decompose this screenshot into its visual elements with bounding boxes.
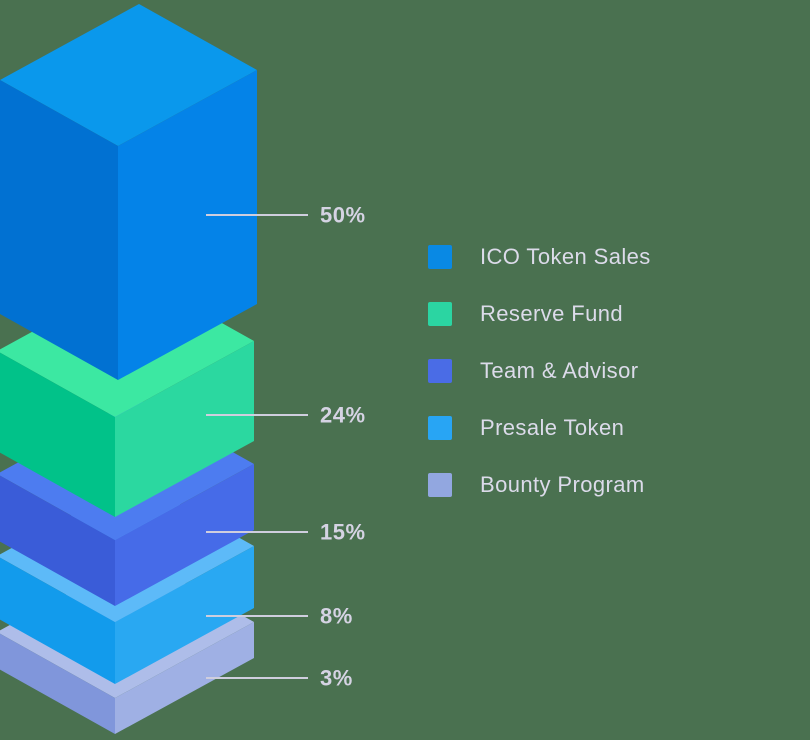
legend-item-reserve-fund: Reserve Fund [428,301,651,326]
block-presale-token-left-face [0,557,115,684]
legend-label: Bounty Program [480,472,645,497]
legend-item-presale-token: Presale Token [428,415,651,440]
legend-swatch-ico-token-sales [428,245,452,269]
block-ico-token-sales-left-face [0,80,118,380]
percent-label-15: 15% [320,520,366,545]
legend-swatch-reserve-fund [428,302,452,326]
legend-swatch-presale-token [428,416,452,440]
block-reserve-fund-left-face [0,352,115,517]
percent-label-3: 3% [320,666,353,691]
block-reserve-fund-right-face [115,341,254,517]
legend-item-bounty-program: Bounty Program [428,472,651,497]
legend-item-ico-token-sales: ICO Token Sales [428,244,651,269]
legend-label: ICO Token Sales [480,244,651,269]
legend-label: Presale Token [480,415,625,440]
block-team-advisor-left-face [0,475,115,606]
legend-item-team-advisor: Team & Advisor [428,358,651,383]
block-bounty-program-left-face [0,633,115,734]
legend: ICO Token Sales Reserve Fund Team & Advi… [428,244,651,497]
percent-label-50: 50% [320,203,366,228]
legend-label: Reserve Fund [480,301,623,326]
legend-label: Team & Advisor [480,358,639,383]
legend-swatch-team-advisor [428,359,452,383]
percent-label-24: 24% [320,403,366,428]
block-ico-token-sales-top-face [0,4,257,146]
block-team-advisor-right-face [115,464,254,606]
percent-label-8: 8% [320,604,353,629]
legend-swatch-bounty-program [428,473,452,497]
block-bounty-program-right-face [115,622,254,734]
block-presale-token-right-face [115,546,254,684]
block-ico-token-sales-right-face [118,70,257,380]
